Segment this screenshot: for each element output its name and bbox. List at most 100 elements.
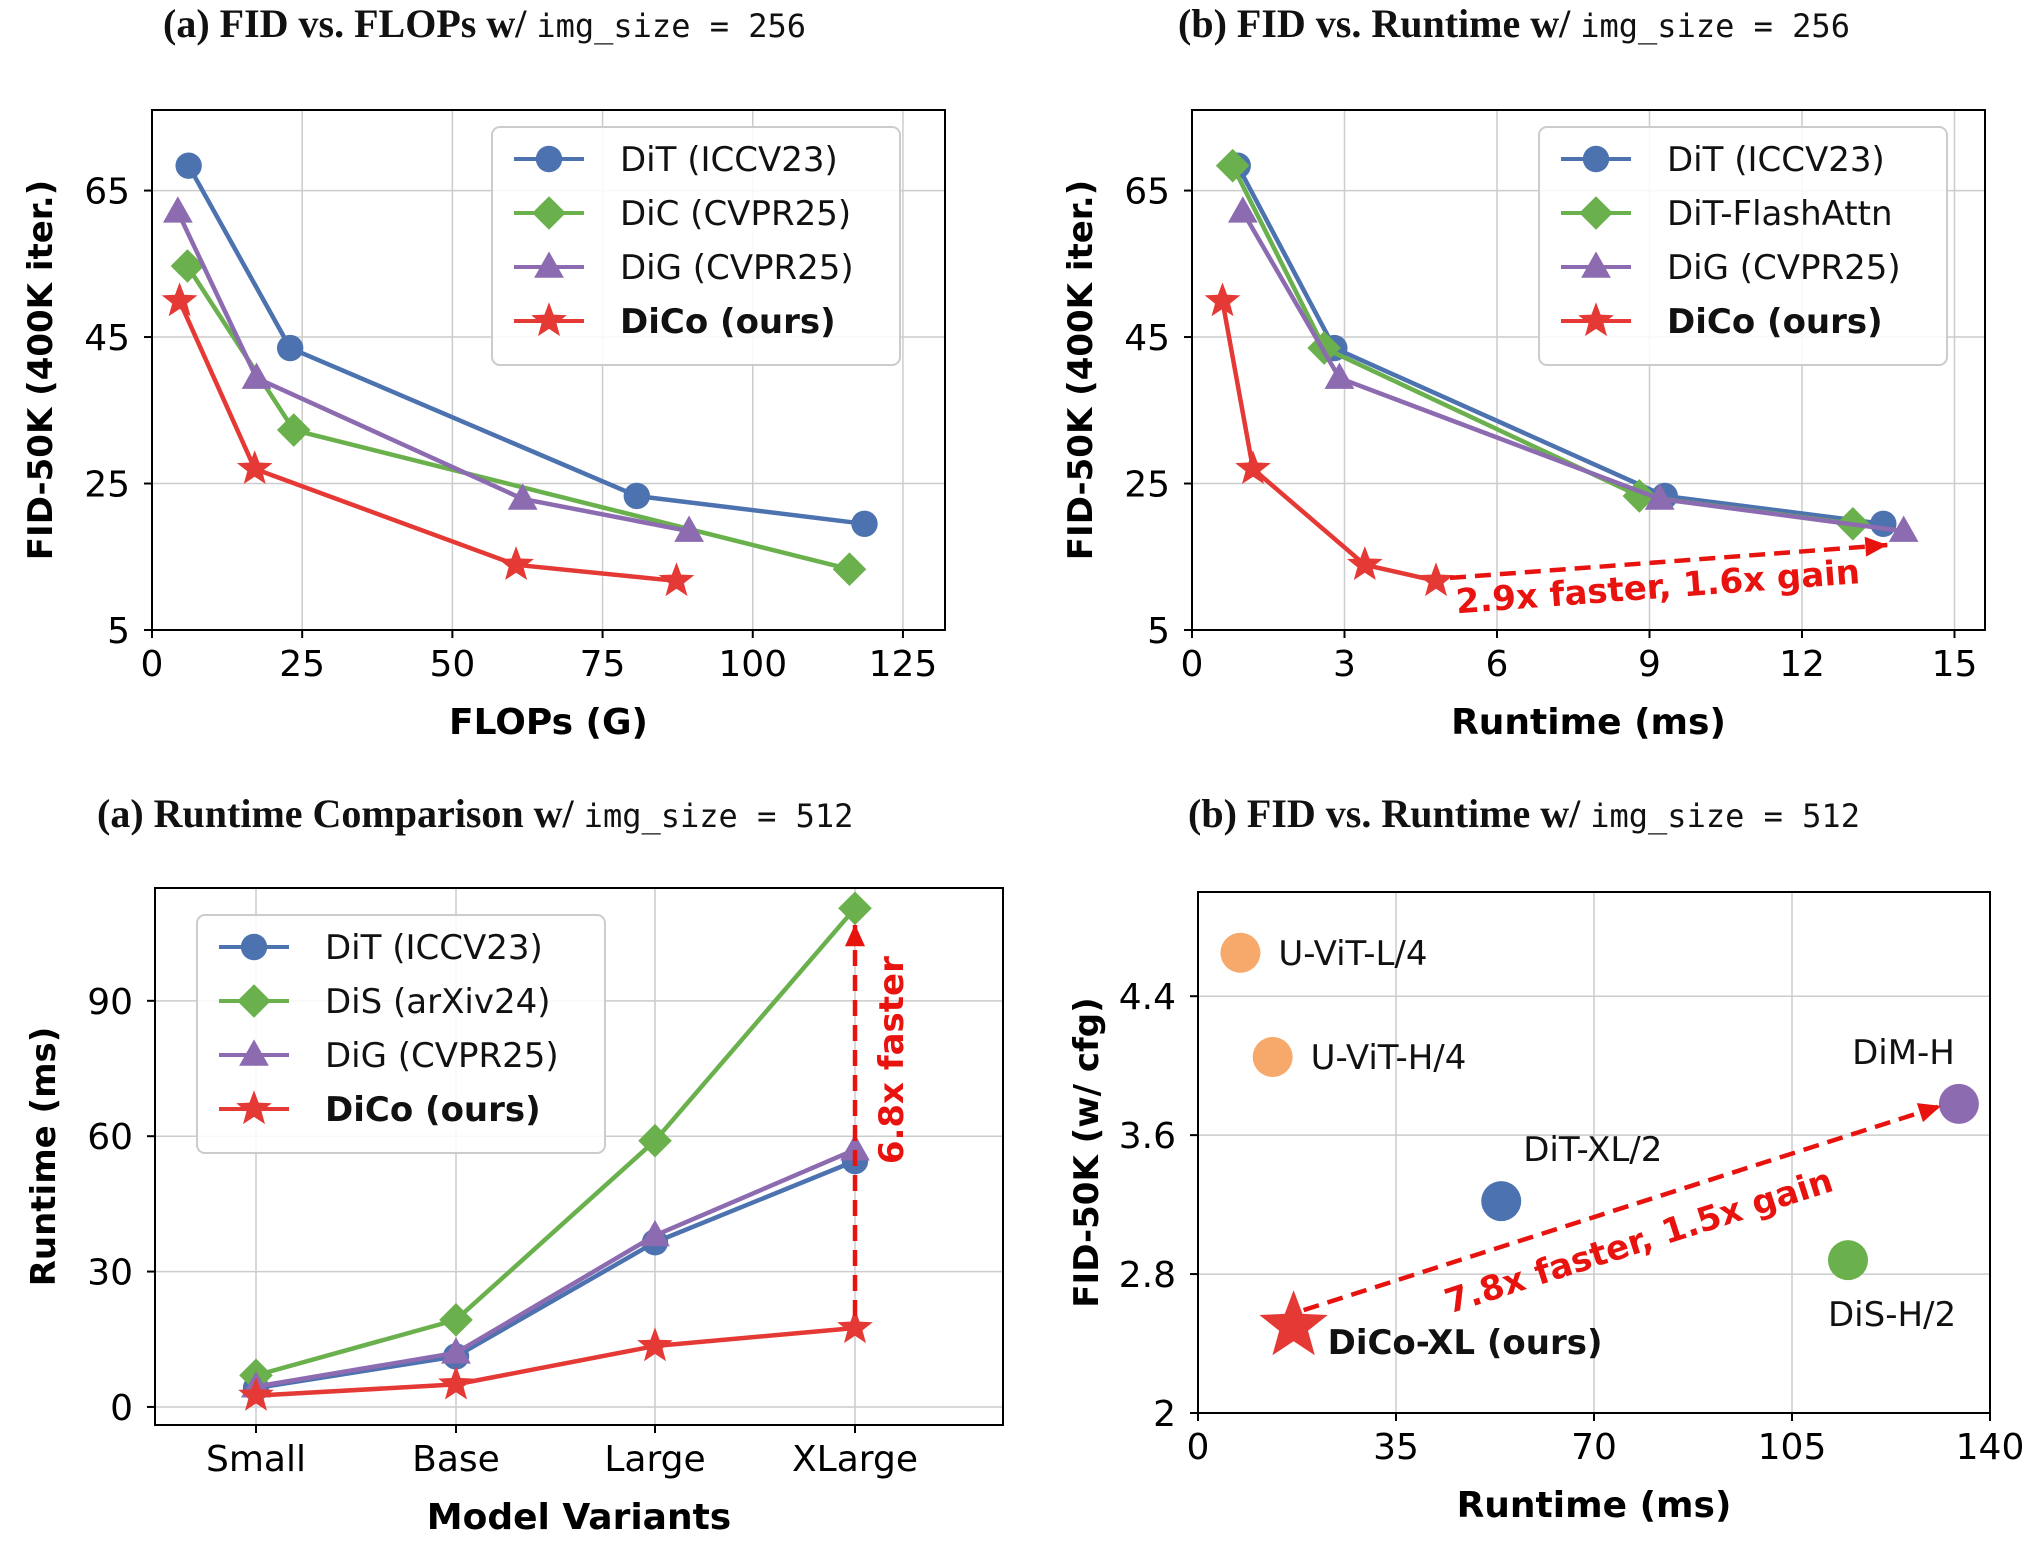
- legend-marker: [535, 145, 563, 173]
- data-point-dico-ours: [238, 1376, 274, 1411]
- y-tick-label: 45: [84, 318, 130, 359]
- point-label-dim-h: DiM-H: [1852, 1033, 1955, 1073]
- x-tick-label: 15: [1932, 644, 1978, 685]
- data-point-dico-ours: [837, 1309, 873, 1344]
- data-point-dit-xl-2: [1481, 1181, 1522, 1222]
- y-axis-label: FID-50K (400K iter.): [21, 180, 61, 560]
- data-point-dico-ours: [161, 282, 198, 317]
- x-tick-label: 0: [1187, 1427, 1210, 1468]
- data-point-u-vit-h-4: [1252, 1036, 1293, 1077]
- legend-label-dit-iccv23: DiT (ICCV23): [325, 928, 543, 968]
- data-point-dim-h: [1938, 1083, 1979, 1124]
- data-point-dico-xl-ours: [1259, 1290, 1328, 1356]
- data-point-dit-iccv23: [623, 482, 651, 510]
- chart-title-code: img_size = 512: [1590, 797, 1860, 835]
- legend-marker: [534, 251, 564, 278]
- point-label-dit-xl-2: DiT-XL/2: [1523, 1130, 1662, 1170]
- y-axis-label: Runtime (ms): [24, 1027, 64, 1287]
- chart-title-b-256: (b) FID vs. Runtime w/img_size = 256: [1178, 1, 1850, 46]
- legend-box: [491, 126, 901, 366]
- legend-label-dis-arxiv24: DiS (arXiv24): [325, 982, 550, 1022]
- y-tick-label: 2: [1153, 1394, 1176, 1435]
- series-line-dis-arxiv24: [255, 906, 857, 1378]
- y-tick-label: 65: [1124, 172, 1170, 213]
- legend-label-dit-flashattn: DiT-FlashAttn: [1667, 194, 1893, 234]
- data-point-dico-ours: [1204, 282, 1241, 317]
- x-tick-label: 75: [580, 644, 626, 685]
- y-axis-label: FID-50K (w/ cfg): [1067, 997, 1107, 1307]
- data-point-dic-cvpr25: [832, 552, 867, 587]
- point-label-dico-xl-ours: DiCo-XL (ours): [1328, 1323, 1603, 1363]
- legend-label-dico-ours: DiCo (ours): [325, 1090, 541, 1130]
- data-point-dig-cvpr25: [674, 515, 704, 542]
- plot-frame: [151, 109, 946, 631]
- y-tick-label: 4.4: [1119, 977, 1176, 1018]
- data-point-dis-arxiv24: [838, 891, 872, 926]
- speedup-arrow-head: [1916, 1103, 1941, 1123]
- y-tick-label: 60: [87, 1117, 133, 1158]
- series-line-dig-cvpr25: [175, 210, 690, 534]
- speedup-arrow: [1302, 1103, 1942, 1313]
- speedup-annotation: 6.8x faster: [872, 956, 912, 1164]
- data-point-dig-cvpr25: [1644, 483, 1675, 510]
- legend-label-dit-iccv23: DiT (ICCV23): [1667, 140, 1885, 180]
- chart-title-code: img_size = 256: [1580, 7, 1850, 45]
- series-line-dit-iccv23: [255, 1158, 856, 1391]
- data-point-dit-flashattn: [1215, 148, 1250, 183]
- data-point-dico-ours: [637, 1327, 673, 1362]
- speedup-arrow-head: [845, 924, 865, 947]
- data-point-dic-cvpr25: [276, 413, 311, 447]
- data-point-dig-cvpr25: [1227, 196, 1258, 223]
- x-axis-label: Runtime (ms): [1451, 702, 1726, 743]
- y-tick-label: 30: [87, 1253, 133, 1294]
- y-tick-label: 25: [1124, 465, 1170, 506]
- x-axis-label: Runtime (ms): [1457, 1485, 1732, 1526]
- data-point-dico-ours: [1235, 450, 1271, 484]
- legend-label-dit-iccv23: DiT (ICCV23): [620, 140, 838, 180]
- data-point-dit-iccv23: [175, 152, 202, 179]
- x-axis-label: FLOPs (G): [449, 702, 648, 743]
- data-point-dig-cvpr25: [241, 362, 272, 389]
- x-tick-label: Large: [604, 1439, 705, 1480]
- x-tick-label: Small: [206, 1439, 306, 1480]
- data-point-u-vit-l-4: [1220, 932, 1261, 973]
- legend-label-dic-cvpr25: DiC (CVPR25): [620, 194, 851, 234]
- data-point-dico-ours: [236, 450, 273, 484]
- legend-box: [196, 914, 606, 1154]
- series-line-dit-iccv23: [186, 164, 865, 527]
- series-line-dig-cvpr25: [255, 1147, 856, 1389]
- x-tick-label: 25: [279, 644, 325, 685]
- chart-title-b-512: (b) FID vs. Runtime w/img_size = 512: [1188, 791, 1860, 836]
- legend-marker: [239, 1039, 269, 1066]
- data-point-dig-cvpr25: [441, 1337, 471, 1364]
- legend-marker: [1582, 145, 1610, 173]
- data-point-dig-cvpr25: [1324, 362, 1355, 389]
- legend-label-dico-ours: DiCo (ours): [620, 302, 836, 342]
- series-line-dico-ours: [177, 300, 677, 584]
- x-tick-label: 50: [429, 644, 475, 685]
- data-point-dit-iccv23: [851, 510, 878, 538]
- data-point-dig-cvpr25: [640, 1219, 670, 1247]
- legend-marker: [240, 933, 268, 961]
- y-tick-label: 5: [107, 611, 130, 652]
- data-point-dig-cvpr25: [162, 196, 193, 223]
- point-label-u-vit-h-4: U-ViT-H/4: [1311, 1038, 1467, 1078]
- data-point-dig-cvpr25: [840, 1134, 870, 1161]
- data-point-dico-ours: [498, 546, 534, 580]
- legend-marker: [237, 984, 271, 1018]
- point-label-dis-h-2: DiS-H/2: [1828, 1295, 1956, 1335]
- x-tick-label: XLarge: [792, 1439, 918, 1480]
- y-tick-label: 90: [87, 982, 133, 1023]
- legend-marker: [532, 196, 566, 230]
- series-line-dit-iccv23: [1235, 164, 1884, 527]
- data-point-dico-ours: [438, 1365, 474, 1400]
- x-tick-label: 140: [1956, 1427, 2025, 1468]
- y-tick-label: 65: [84, 172, 130, 213]
- legend-label-dig-cvpr25: DiG (CVPR25): [325, 1036, 559, 1076]
- data-point-dis-h-2: [1828, 1240, 1869, 1281]
- y-tick-label: 5: [1147, 611, 1170, 652]
